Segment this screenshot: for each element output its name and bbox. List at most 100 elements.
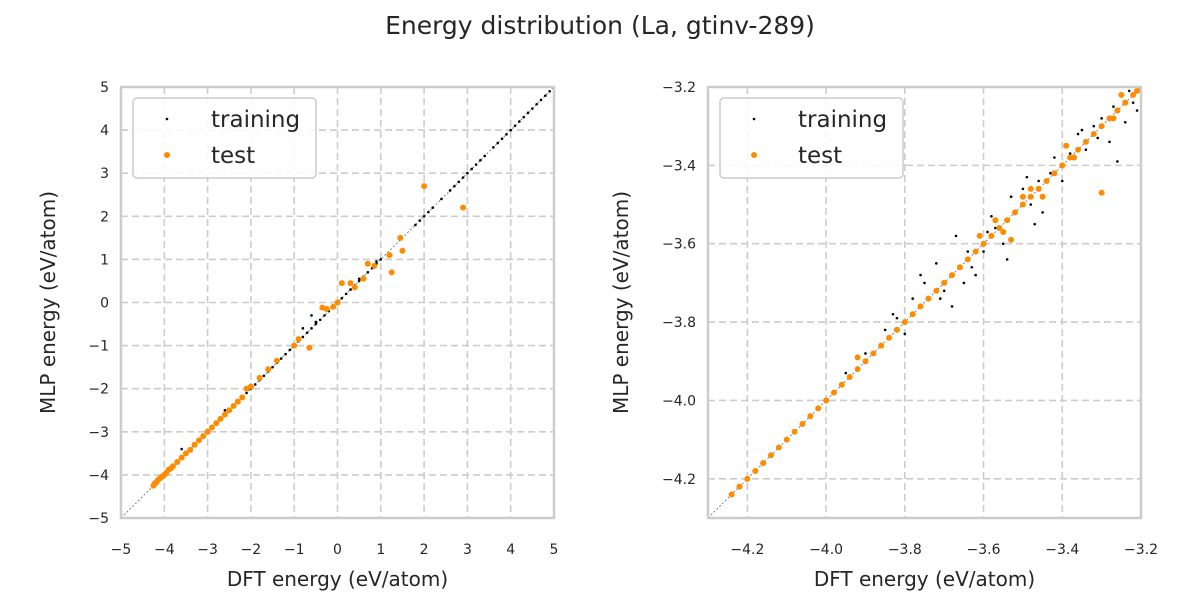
test-point <box>213 420 220 427</box>
plot-frame <box>706 85 1143 520</box>
training-point <box>994 226 997 230</box>
test-point <box>1063 142 1070 149</box>
training-point <box>340 296 344 300</box>
training-point <box>314 322 318 326</box>
test-point <box>941 279 948 286</box>
training-point <box>911 297 914 300</box>
legend-label-test: test <box>798 143 842 169</box>
legend-label-training: training <box>211 107 300 133</box>
training-point <box>1049 171 1052 175</box>
test-point <box>1090 131 1097 138</box>
test-point <box>886 334 893 341</box>
training-point <box>974 273 977 277</box>
test-point <box>208 424 215 431</box>
y-tick-label: −2 <box>88 382 109 398</box>
test-point <box>204 428 211 435</box>
test-point <box>1012 209 1019 216</box>
test-point <box>265 366 272 373</box>
test-point <box>169 463 176 470</box>
training-point <box>1084 148 1088 151</box>
training-point <box>305 331 309 334</box>
x-tick-label: 4 <box>506 542 515 558</box>
test-point <box>1004 217 1011 224</box>
training-point <box>357 277 361 281</box>
test-point <box>239 394 246 401</box>
training-point <box>284 352 287 356</box>
test-point <box>291 342 298 349</box>
training-point <box>431 206 435 209</box>
test-point <box>893 326 900 333</box>
test-point <box>972 248 979 255</box>
test-point <box>901 319 908 326</box>
training-point <box>518 120 521 123</box>
test-point <box>221 411 228 418</box>
test-point <box>360 275 367 282</box>
test-point <box>256 374 263 381</box>
test-point <box>838 381 845 388</box>
y-tick-label: −4 <box>88 468 109 484</box>
test-point <box>799 420 806 427</box>
test-point <box>854 354 861 361</box>
y-tick-label: 5 <box>100 80 109 96</box>
x-tick-label: −3.2 <box>1124 542 1158 558</box>
training-point <box>1037 179 1040 183</box>
training-point <box>448 189 452 192</box>
test-point <box>760 460 767 467</box>
test-point <box>1027 193 1034 200</box>
test-point <box>200 433 207 440</box>
test-point <box>230 402 237 409</box>
training-point <box>1041 211 1044 214</box>
training-point <box>891 312 895 316</box>
test-point <box>338 280 345 287</box>
training-point <box>375 260 378 263</box>
x-tick-label: −3 <box>197 542 218 558</box>
training-point <box>982 250 985 253</box>
test-point <box>767 452 774 459</box>
test-point <box>976 232 983 239</box>
test-point <box>878 342 885 349</box>
training-point <box>271 365 274 369</box>
training-point <box>942 289 946 293</box>
training-point <box>1123 120 1127 124</box>
training-point <box>522 115 525 119</box>
training-point <box>509 128 512 132</box>
training-point <box>548 90 551 93</box>
training-point <box>1131 101 1135 104</box>
x-tick-label: −2 <box>241 542 262 558</box>
training-point <box>1033 222 1037 226</box>
legend: training test <box>132 97 317 179</box>
training-point <box>457 180 461 184</box>
test-point <box>247 383 254 390</box>
training-point <box>935 262 938 265</box>
training-point <box>950 305 954 308</box>
training-point <box>427 210 430 214</box>
test-point <box>862 358 869 365</box>
plot-frame <box>119 85 556 520</box>
legend-box <box>719 97 904 179</box>
training-point <box>301 327 305 330</box>
test-point <box>306 344 313 351</box>
x-tick-label: −3.8 <box>888 542 922 558</box>
test-point <box>949 272 956 279</box>
training-point <box>223 408 227 412</box>
test-point <box>386 252 393 259</box>
legend-label-training: training <box>798 107 887 133</box>
test-point <box>1000 228 1007 235</box>
training-point <box>422 215 426 218</box>
training-point <box>903 332 907 336</box>
training-point <box>344 292 348 296</box>
test-point <box>347 280 354 287</box>
test-point <box>807 413 814 420</box>
test-point <box>1008 236 1015 243</box>
y-tick-label: −4.2 <box>662 472 696 488</box>
test-point <box>460 204 467 211</box>
legend-marker-training <box>752 117 756 121</box>
x-tick-label: −5 <box>111 542 132 558</box>
training-point <box>544 94 547 97</box>
training-point <box>990 215 993 218</box>
test-point <box>775 444 782 451</box>
legend: training test <box>719 97 904 179</box>
test-point <box>791 428 798 435</box>
test-point <box>917 303 924 310</box>
